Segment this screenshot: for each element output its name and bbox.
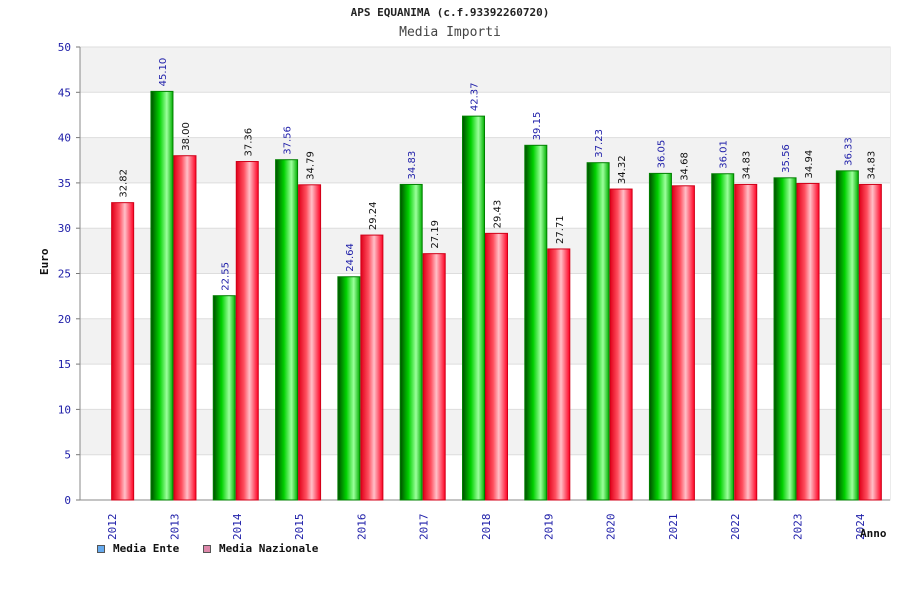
legend-item-media-ente: Media Ente xyxy=(97,542,179,555)
data-label-media-nazionale: 27.19 xyxy=(430,220,441,249)
labels-layer: 0 5 10 15 20 25 30 35 40 45 50 32.82 2012 45.10 38.00 2… xyxy=(58,41,878,540)
data-label-media-ente: 45.10 xyxy=(158,58,169,87)
data-label-media-ente: 24.64 xyxy=(345,243,356,272)
data-label-media-ente: 34.83 xyxy=(407,151,418,180)
data-label-media-nazionale: 34.83 xyxy=(866,151,877,180)
x-tick-label: 2015 xyxy=(293,514,306,541)
bar-media-nazionale xyxy=(360,234,384,501)
data-label-media-ente: 36.01 xyxy=(719,140,730,169)
y-tick-label: 50 xyxy=(58,41,71,54)
bar-media-ente xyxy=(150,90,174,501)
legend-swatch-media-ente xyxy=(97,544,105,553)
data-label-media-ente: 35.56 xyxy=(781,144,792,173)
bar-media-nazionale xyxy=(111,202,135,501)
y-tick-label: 25 xyxy=(58,268,71,281)
y-tick-label: 20 xyxy=(58,313,71,326)
bar-media-ente xyxy=(462,115,485,501)
bar-media-ente xyxy=(711,173,735,501)
bar-media-ente xyxy=(648,172,672,501)
data-label-media-ente: 42.37 xyxy=(470,82,481,111)
data-label-media-nazionale: 34.94 xyxy=(804,150,815,179)
y-tick-label: 30 xyxy=(58,222,71,235)
x-tick-label: 2018 xyxy=(480,514,493,541)
data-label-media-nazionale: 34.79 xyxy=(306,151,317,180)
data-label-media-nazionale: 34.32 xyxy=(617,155,628,184)
x-tick-label: 2016 xyxy=(355,514,368,541)
y-tick-label: 35 xyxy=(58,177,71,190)
bar-media-nazionale xyxy=(609,188,633,501)
legend-swatch-media-nazionale xyxy=(203,544,211,553)
x-tick-label: 2013 xyxy=(168,514,181,541)
bar-media-ente xyxy=(212,295,236,501)
bar-media-ente xyxy=(586,162,610,501)
bar-media-nazionale xyxy=(485,232,508,501)
grid-band xyxy=(80,47,890,93)
data-label-media-ente: 22.55 xyxy=(220,262,231,291)
data-label-media-nazionale: 34.68 xyxy=(679,152,690,181)
bar-media-nazionale xyxy=(671,185,695,501)
y-tick-label: 45 xyxy=(58,86,71,99)
bar-media-ente xyxy=(835,170,859,501)
data-label-media-ente: 36.33 xyxy=(843,137,854,166)
x-tick-label: 2019 xyxy=(542,514,555,541)
y-tick-label: 15 xyxy=(58,358,71,371)
x-tick-label: 2017 xyxy=(418,514,431,541)
bars-layer xyxy=(111,90,882,501)
legend-label-media-ente: Media Ente xyxy=(113,542,180,555)
x-tick-label: 2020 xyxy=(605,514,618,541)
bar-media-ente xyxy=(275,159,299,501)
legend-label-media-nazionale: Media Nazionale xyxy=(219,542,319,555)
data-label-media-nazionale: 37.36 xyxy=(243,128,254,157)
bar-media-nazionale xyxy=(173,155,197,501)
bar-media-ente xyxy=(337,276,361,501)
bar-media-ente xyxy=(524,144,548,501)
bar-media-nazionale xyxy=(858,183,882,501)
bar-media-ente xyxy=(399,183,423,501)
data-label-media-nazionale: 34.83 xyxy=(742,151,753,180)
data-label-media-nazionale: 29.43 xyxy=(493,200,504,229)
x-tick-label: 2023 xyxy=(792,514,805,541)
y-tick-label: 0 xyxy=(64,494,71,507)
chart-title: APS EQUANIMA (c.f.93392260720) xyxy=(350,6,550,19)
y-tick-label: 10 xyxy=(58,403,71,416)
data-label-media-ente: 37.56 xyxy=(283,126,294,155)
data-label-media-nazionale: 32.82 xyxy=(119,169,130,198)
bar-media-nazionale xyxy=(298,184,322,501)
x-tick-label: 2012 xyxy=(106,514,119,541)
y-axis-label: Euro xyxy=(38,248,51,276)
bar-media-nazionale xyxy=(796,182,820,501)
bar-media-nazionale xyxy=(422,253,446,501)
x-tick-label: 2014 xyxy=(231,513,244,540)
bar-media-nazionale xyxy=(734,183,758,501)
x-axis-label: Anno xyxy=(860,527,887,540)
bar-media-ente xyxy=(773,177,797,501)
x-tick-label: 2024 xyxy=(854,513,867,540)
data-label-media-ente: 37.23 xyxy=(594,129,605,158)
data-label-media-nazionale: 27.71 xyxy=(555,215,566,244)
y-tick-label: 5 xyxy=(64,449,71,462)
y-tick-label: 40 xyxy=(58,132,71,145)
bar-media-nazionale xyxy=(235,161,259,501)
legend-item-media-nazionale: Media Nazionale xyxy=(203,542,318,555)
data-label-media-ente: 36.05 xyxy=(656,140,667,169)
data-label-media-nazionale: 29.24 xyxy=(368,201,379,230)
data-label-media-nazionale: 38.00 xyxy=(181,122,192,151)
x-tick-label: 2022 xyxy=(729,514,742,541)
data-label-media-ente: 39.15 xyxy=(532,112,543,141)
bar-media-nazionale xyxy=(547,248,571,501)
x-tick-label: 2021 xyxy=(667,514,680,541)
chart-subtitle: Media Importi xyxy=(399,25,501,40)
